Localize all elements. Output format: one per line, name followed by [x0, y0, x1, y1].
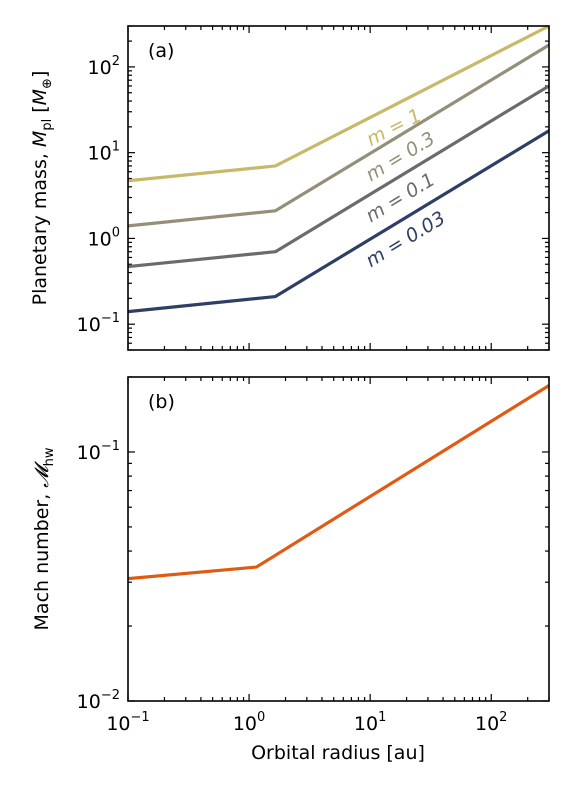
panel-b-y-tick-label: 10−1 [77, 439, 120, 464]
panel-a-frame [127, 25, 550, 351]
panel-b-x-tick-label: 10−1 [106, 710, 149, 735]
panel-b-x-tick-label: 100 [233, 710, 265, 735]
panel-b: 10−210−110−1 100 101 102 (b) Mach number, 𝓜… [31, 376, 550, 764]
panel-b-y-axis-label: Mach number, 𝓜hw [31, 447, 57, 630]
panel-b-ticks: 10−210−110−1 100 101 102 [77, 376, 550, 735]
panel-b-x-axis-label: Orbital radius [au] [251, 742, 425, 764]
panel-b-lines [128, 384, 549, 581]
panel-b-x-tick-label: 102 [475, 710, 507, 735]
panel-b-y-tick-label: 10−2 [77, 688, 120, 713]
panel-a-lines [128, 26, 549, 314]
panel-b-label: (b) [148, 391, 175, 413]
panel-a-series-line-2 [128, 84, 549, 269]
panel-b-x-tick-label: 101 [354, 710, 386, 735]
panel-a-y-tick-label: 100 [88, 225, 120, 250]
panel-a-series-line-3 [128, 129, 549, 314]
panel-a: 10−1 100 101 102 m = 1m = 0.3m = 0.1m = 0.0… [29, 25, 550, 351]
panel-a-y-tick-label: 101 [88, 140, 120, 165]
panel-b-series-line-0 [128, 384, 549, 581]
panel-a-label: (a) [148, 40, 174, 62]
panel-a-y-tick-label: 102 [88, 54, 120, 79]
panel-a-y-tick-label: 10−1 [77, 311, 120, 336]
panel-a-series-line-0 [128, 26, 549, 183]
panel-a-y-axis-label: Planetary mass, Mpl [M⊕] [29, 71, 55, 306]
panel-b-frame [127, 376, 550, 702]
panel-a-series-line-1 [128, 43, 549, 228]
panel-a-series-labels: m = 1m = 0.3m = 0.1m = 0.03 [362, 104, 449, 272]
